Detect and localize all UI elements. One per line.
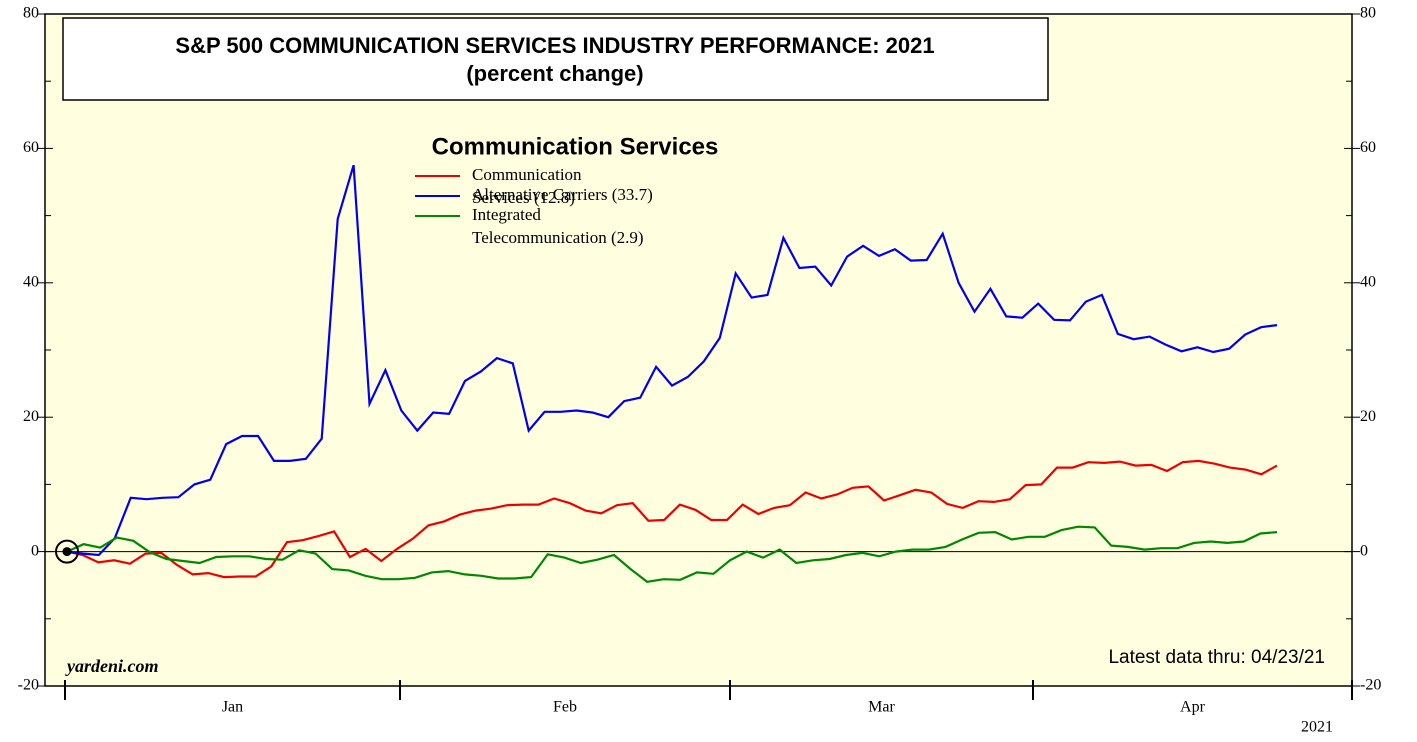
chart-title: S&P 500 COMMUNICATION SERVICES INDUSTRY … [175,33,934,58]
y-tick-label: -20 [18,677,39,694]
y-tick-label: 0 [31,542,39,559]
y-tick-label: 80 [23,5,39,22]
y2-tick-label: 0 [1360,542,1368,559]
y2-tick-label: 80 [1360,5,1376,22]
x-tick-label: Feb [553,699,577,716]
chart-subtitle: (percent change) [466,61,643,86]
y-tick-label: 60 [23,139,39,156]
legend-label: Communication Services (12.8) [472,165,582,207]
y2-tick-label: -20 [1360,677,1381,694]
annotation: Latest data thru: 04/23/21 [1108,647,1325,668]
series-line [66,525,1278,583]
legend-label: Integrated Telecommunication (2.9) [472,205,644,247]
y2-tick-label: 40 [1360,273,1376,290]
x-tick-label: Mar [868,699,895,716]
x-tick-label: Apr [1180,699,1206,716]
title-box [62,17,1049,101]
y-tick-label: 40 [23,273,39,290]
year-label: 2021 [1301,719,1333,736]
origin-dot [62,547,72,557]
origin-ring [55,539,79,564]
x-tick-label: Jan [222,699,243,716]
legend-title: Communication Services [432,133,719,160]
legend-label: Alternative Carriers (33.7) [472,185,653,204]
plot-area [44,13,1353,687]
source: yardeni.com [65,656,159,676]
y2-tick-label: 20 [1360,408,1376,425]
y2-tick-label: 60 [1360,139,1376,156]
series-line [66,164,1278,557]
y-tick-label: 20 [23,408,39,425]
series-line [66,459,1278,579]
